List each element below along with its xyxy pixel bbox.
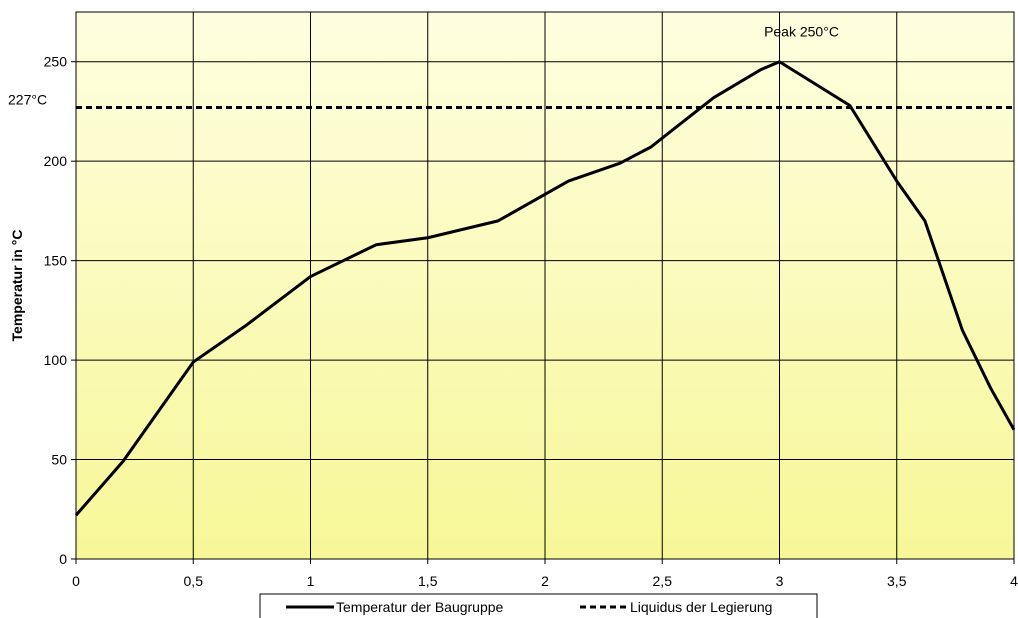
series-0-line <box>74 60 1016 517</box>
series-layer <box>74 60 1016 517</box>
legend: Temperatur der Baugruppe Liquidus der Le… <box>259 593 818 618</box>
legend-entry-1: Liquidus der Legierung <box>630 599 772 615</box>
annotation-peak: Peak 250°C <box>764 24 839 40</box>
x-tick-label: 3,5 <box>887 573 907 589</box>
y-tick-label: 50 <box>51 452 67 468</box>
y-tick-label: 150 <box>44 253 68 269</box>
legend-entry-0: Temperatur der Baugruppe <box>336 599 504 615</box>
x-tick-label: 0 <box>72 573 80 589</box>
x-tick-label: 3 <box>776 573 784 589</box>
x-tick-label: 0,5 <box>184 573 204 589</box>
legend-box <box>259 593 818 618</box>
y-axis-label: Temperatur in °C <box>9 230 25 342</box>
y-tick-label: 250 <box>44 54 68 70</box>
y-tick-label: 0 <box>59 551 67 567</box>
x-tick-label: 2 <box>541 573 549 589</box>
y-tick-label: 100 <box>44 352 68 368</box>
y-tick-label: 200 <box>44 153 68 169</box>
x-tick-label: 1 <box>307 573 315 589</box>
axes <box>71 61 1015 564</box>
tick-labels: 0 0,5 1 1,5 2 2,5 3 3,5 4 0 50 100 150 200 250 <box>44 54 1018 589</box>
x-tick-label: 2,5 <box>653 573 673 589</box>
x-tick-label: 1,5 <box>418 573 438 589</box>
annotation-liquidus: 227°C <box>8 91 47 107</box>
x-tick-label: 4 <box>1010 573 1018 589</box>
